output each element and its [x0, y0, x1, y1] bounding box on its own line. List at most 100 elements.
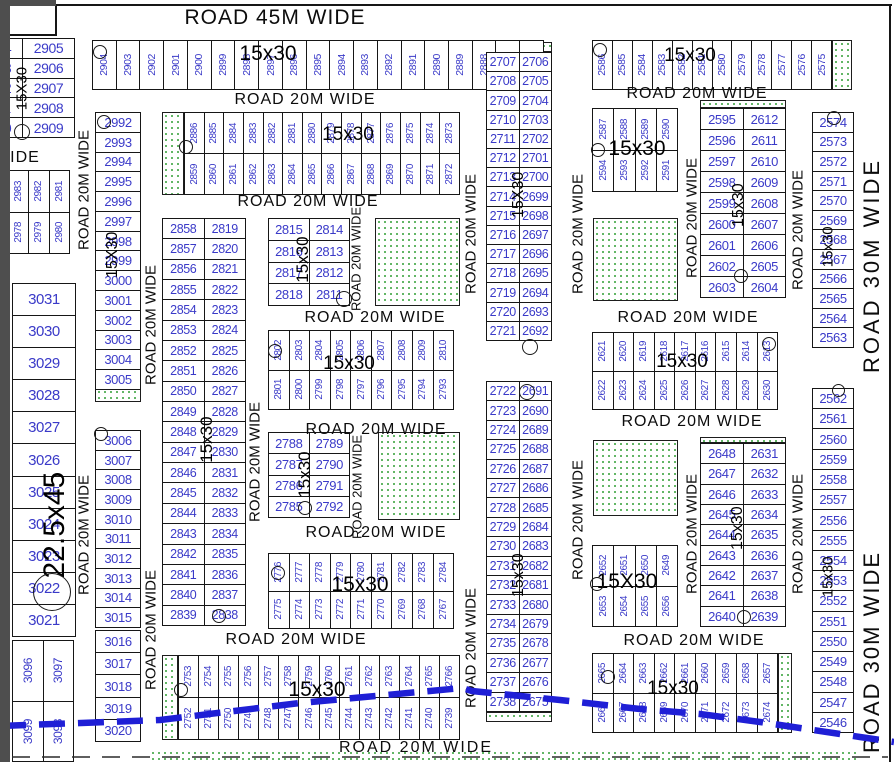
plot-2804: 2804	[310, 331, 331, 370]
park-area	[162, 112, 184, 195]
plot-number: 2679	[522, 617, 549, 632]
plot-2615: 2615	[716, 333, 737, 371]
plot-2624: 2624	[634, 371, 655, 409]
plot-number: 2889	[454, 54, 467, 76]
plot-2807: 2807	[372, 331, 393, 370]
plot-2577: 2577	[772, 41, 793, 89]
plot-2870: 2870	[401, 154, 421, 194]
plot-row: 2648 2631	[701, 444, 785, 465]
plot-number: 2659	[720, 662, 732, 684]
plot-number: 2572	[819, 153, 847, 169]
plot-2891: 2891	[402, 41, 426, 89]
plot-number: 2876	[385, 122, 397, 144]
plot-row: 3026	[13, 444, 75, 477]
plot-number: 2794	[417, 379, 429, 401]
plot-block-p2722: 2722 2691 2723 2690 2724 2689 2725 2688 2726 2687…	[486, 381, 552, 712]
park-area	[832, 40, 852, 90]
plot-2702: 2702	[520, 130, 552, 148]
plot-number: 2903	[122, 54, 135, 76]
plot-2657: 2657	[758, 654, 778, 693]
plot-marker-circle	[737, 610, 751, 624]
road-label: ROAD 20M WIDE	[617, 309, 759, 326]
plot-number: 2978	[13, 222, 25, 244]
plot-number: 2789	[315, 435, 344, 451]
plot-number: 2717	[489, 247, 517, 262]
plot-3000: 3000	[96, 271, 140, 290]
plot-number: 2880	[306, 122, 318, 144]
plot-2867: 2867	[342, 154, 362, 194]
plot-number: 2906	[33, 60, 64, 77]
plot-number: 2848	[170, 425, 197, 440]
plot-number: 2566	[819, 271, 847, 287]
plot-number: 2707	[489, 55, 517, 70]
plot-row: 3013	[96, 569, 140, 589]
plot-2801: 2801	[269, 370, 290, 409]
plot-number: 2621	[597, 341, 609, 363]
plot-3097: 3097	[44, 641, 74, 701]
plot-2817: 2817	[269, 262, 310, 284]
road-label: ROAD 20M WIDE	[75, 130, 93, 251]
plot-number: 2763	[383, 666, 395, 687]
plot-row: 2553	[813, 571, 853, 592]
plot-row: 2776 2777 2778 2779 2780 2781 2782 2783 2784	[269, 554, 453, 592]
plot-2873: 2873	[440, 113, 459, 153]
plot-row: 2840 2837	[163, 585, 245, 606]
plot-number: 2676	[522, 675, 549, 690]
plot-number: 2569	[819, 212, 847, 228]
plot-2729: 2729	[487, 517, 520, 537]
plot-row: 2598 2609	[701, 172, 785, 193]
plot-number: 2740	[423, 708, 435, 729]
plot-number: 3005	[104, 372, 132, 388]
plot-number: 2980	[53, 222, 65, 244]
plot-row: 2725 2688	[487, 440, 552, 460]
plot-2587: 2587	[593, 109, 615, 150]
plot-2757: 2757	[259, 656, 280, 697]
plot-2606: 2606	[744, 235, 786, 255]
plot-2592: 2592	[636, 150, 657, 191]
plot-number: 3008	[104, 472, 132, 488]
plot-number: 2815	[275, 221, 303, 237]
plot-2692: 2692	[520, 322, 552, 340]
plot-number: 2875	[404, 122, 416, 144]
plot-row: 2817 2812	[269, 262, 349, 285]
plot-number: 2675	[522, 694, 549, 709]
plot-2676: 2676	[520, 673, 552, 691]
plot-row: 2599 2608	[701, 193, 785, 214]
plot-2638: 2638	[744, 586, 786, 605]
plot-2554: 2554	[813, 551, 853, 570]
plot-number: 2699	[522, 189, 549, 204]
plot-2764: 2764	[400, 656, 420, 697]
plot-number: 3027	[28, 419, 60, 437]
road-label: ROAD 20M WIDE	[569, 173, 587, 294]
plot-row: 2816 2813	[269, 240, 349, 263]
plot-3031: 3031	[13, 284, 75, 315]
plot-2842: 2842	[163, 544, 205, 564]
plot-2809: 2809	[413, 331, 434, 370]
dimension-label: 15x30	[664, 45, 716, 66]
plot-row: 2845 2832	[163, 483, 245, 504]
plot-row: 2570	[813, 191, 853, 211]
plot-2782: 2782	[392, 554, 413, 591]
plot-2688: 2688	[520, 440, 552, 458]
park-area	[95, 388, 141, 402]
plot-row: 2735 2678	[487, 634, 551, 654]
plot-row: 2734 2679	[487, 614, 551, 635]
plot-2753: 2753	[179, 656, 200, 697]
plot-2875: 2875	[401, 113, 421, 153]
plot-row: 2856 2821	[163, 259, 245, 281]
plot-number: 2577	[775, 54, 788, 76]
plot-number: 2720	[489, 304, 517, 319]
plot-2579: 2579	[732, 41, 753, 89]
plot-row: 2549	[813, 652, 853, 673]
plot-row: 2737 2676	[487, 673, 552, 693]
plot-number: 2729	[489, 520, 517, 535]
plot-2747: 2747	[279, 698, 300, 739]
plot-number: 3029	[28, 355, 60, 373]
plot-row: 3028	[13, 380, 75, 413]
plot-number: 2605	[750, 258, 779, 274]
plot-2894: 2894	[330, 41, 355, 89]
plot-2908: 2908	[23, 98, 74, 117]
plot-number: 2627	[700, 379, 712, 401]
plot-2635: 2635	[744, 525, 786, 544]
